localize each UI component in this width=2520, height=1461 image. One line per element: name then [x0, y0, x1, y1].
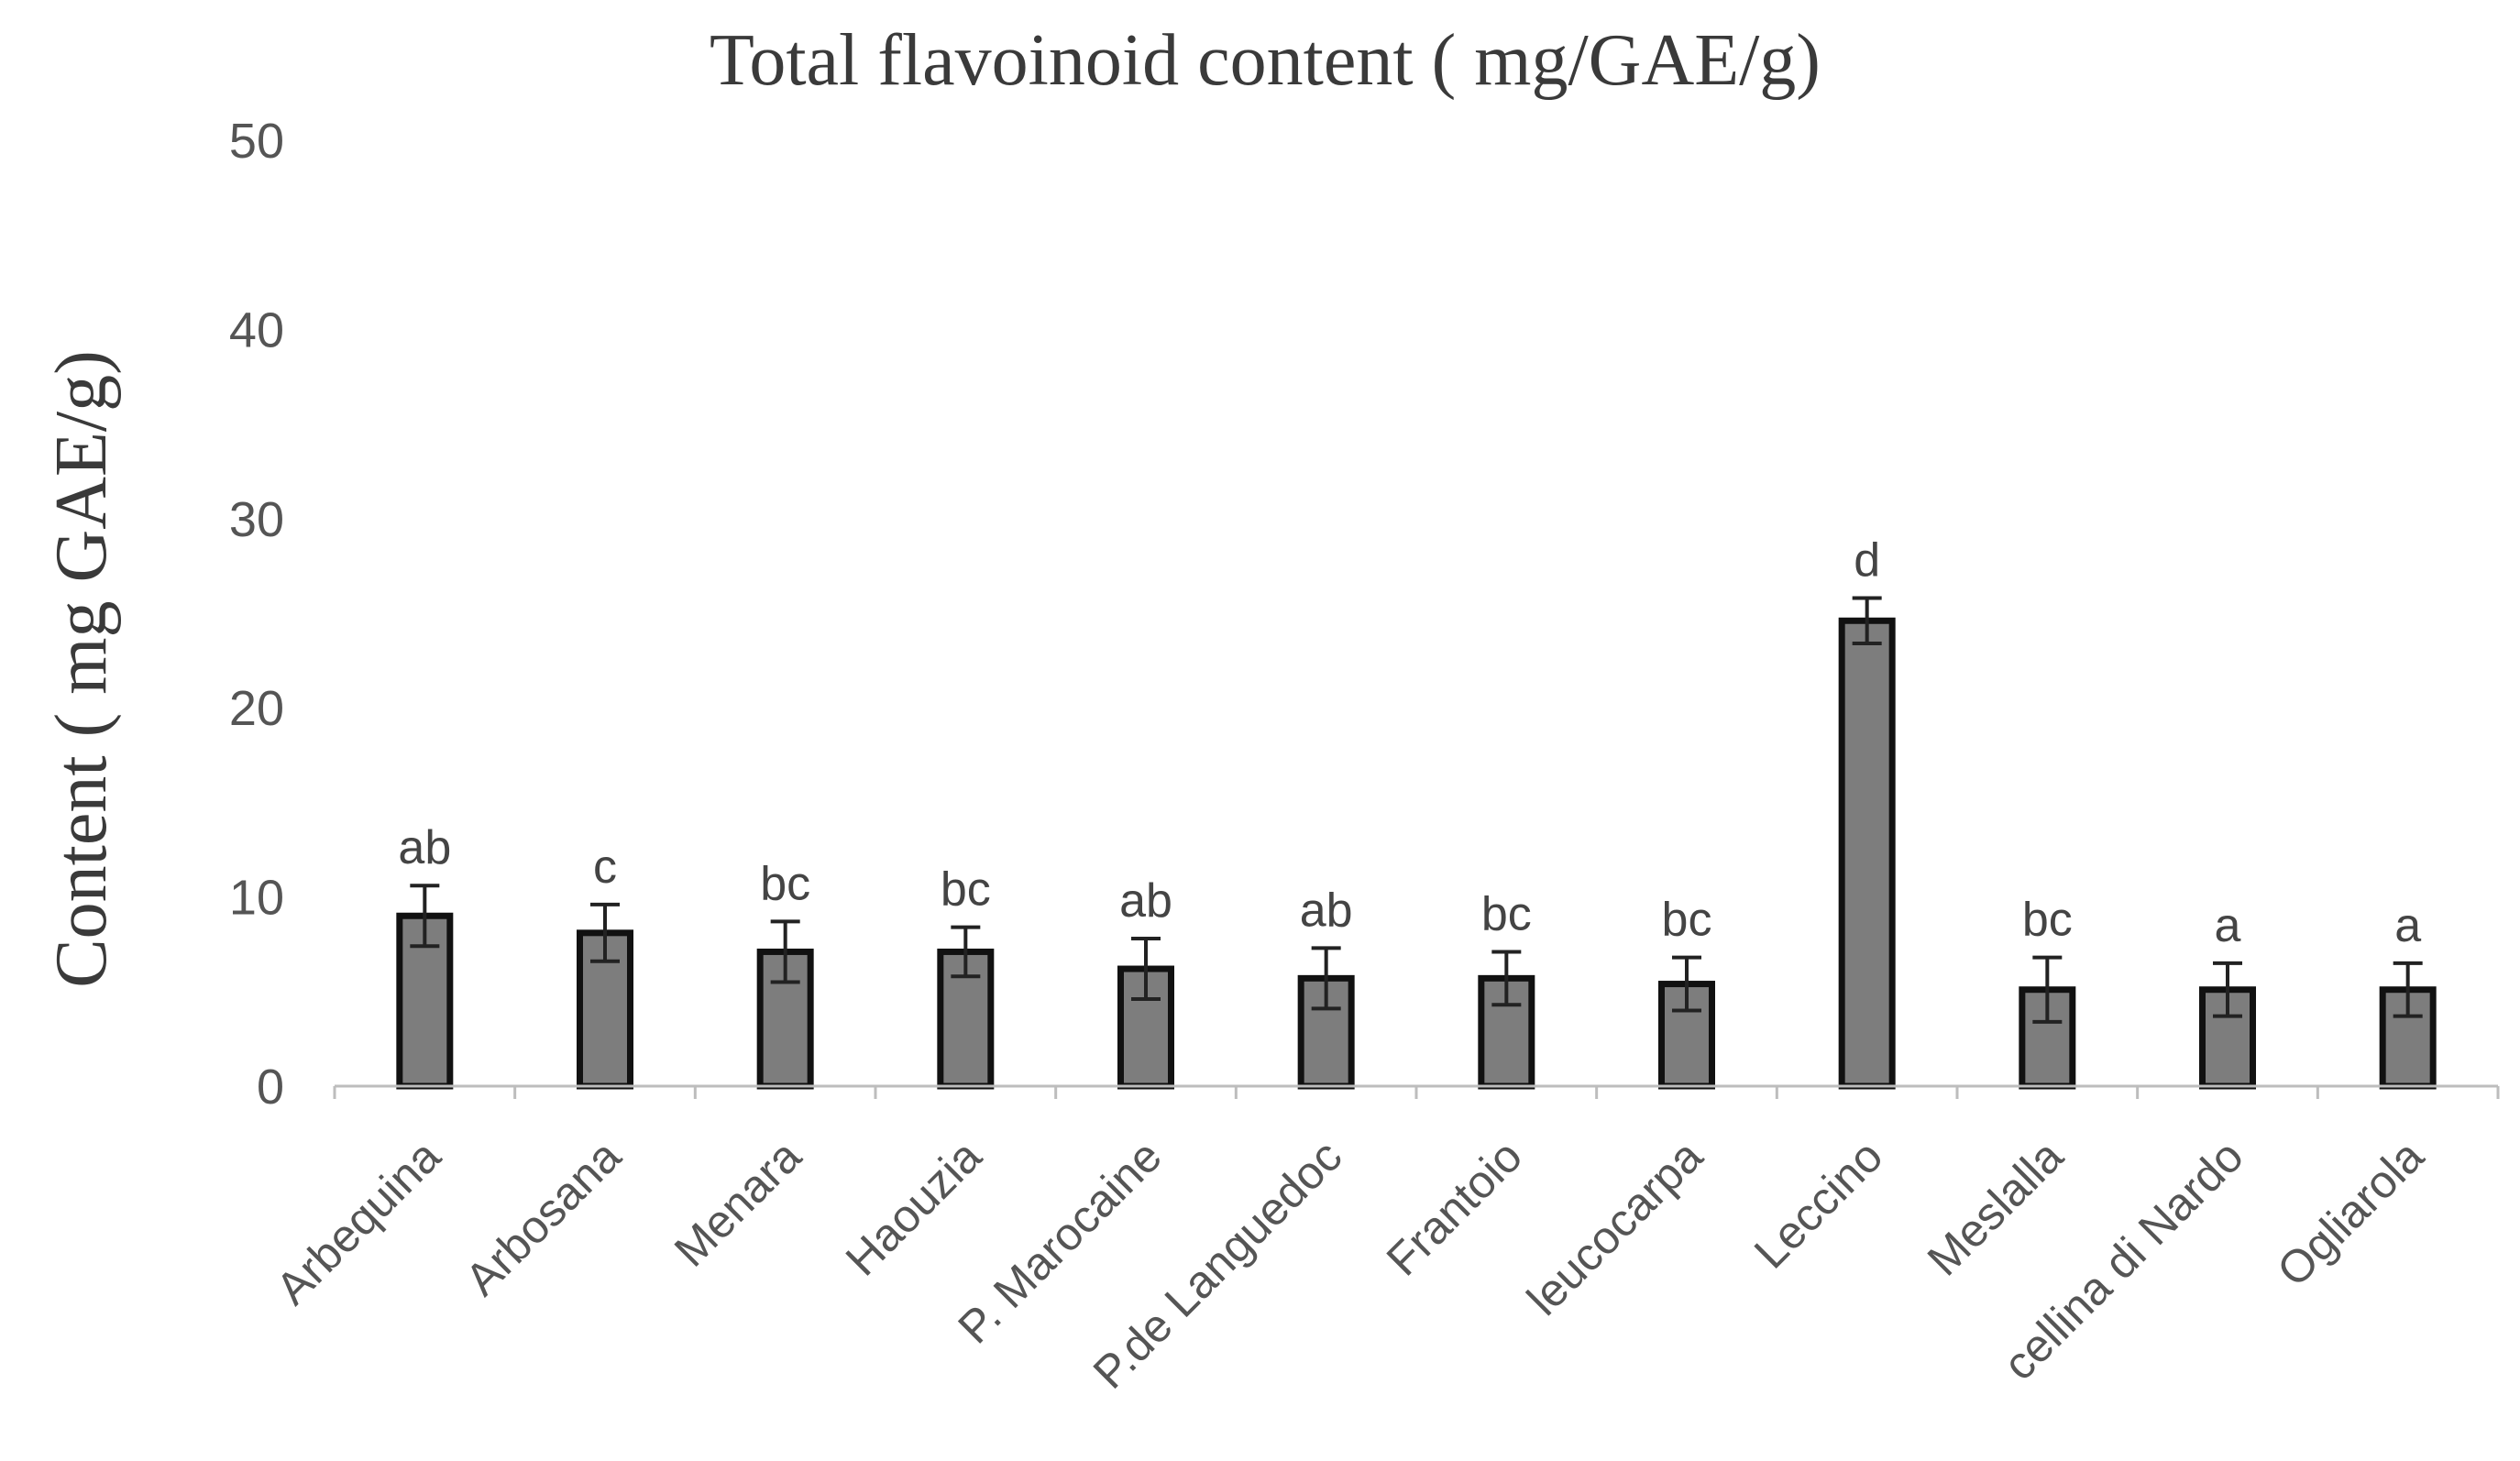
- y-axis-ticks: 0 10 20 30 40 50: [229, 114, 284, 1115]
- x-tick-label: Ogliarola: [2267, 1130, 2433, 1296]
- x-tick-label: Arbequina: [266, 1130, 450, 1314]
- error-bar: [2213, 961, 2242, 1018]
- y-tick-label: 40: [229, 302, 284, 357]
- y-tick-label: 10: [229, 871, 284, 926]
- error-bar: [1672, 955, 1701, 1013]
- x-tick-label: Menara: [665, 1130, 811, 1277]
- chart-title: Total flavoinoid content ( mg/GAE/g): [710, 20, 1821, 101]
- data-label: ab: [1300, 884, 1353, 937]
- x-tick-label: Meslalla: [1918, 1130, 2073, 1285]
- error-bar: [2032, 955, 2063, 1024]
- error-bar: [2393, 961, 2423, 1018]
- data-label: c: [593, 840, 617, 894]
- data-labels: ab c bc bc ab ab bc bc d bc a a: [398, 533, 2421, 951]
- y-tick-label: 30: [229, 492, 284, 547]
- bars: [396, 617, 2437, 1090]
- error-bars: [410, 596, 2423, 1024]
- data-label: bc: [941, 863, 991, 917]
- x-tick-label: Leccino: [1744, 1130, 1892, 1278]
- error-bar: [1131, 937, 1161, 1002]
- data-label: a: [2394, 899, 2421, 952]
- data-label: a: [2215, 899, 2241, 952]
- x-tick-label: leucocarpa: [1517, 1130, 1712, 1325]
- data-label: d: [1854, 533, 1880, 587]
- data-label: bc: [2022, 894, 2073, 947]
- x-tick-label: Haouzia: [836, 1130, 991, 1285]
- error-bar: [1852, 596, 1882, 646]
- error-bar: [770, 919, 800, 984]
- y-axis-label: Content ( mg GAE/g): [41, 350, 122, 987]
- x-tick-label: Arbosana: [456, 1130, 631, 1305]
- bar-haouzia: [937, 948, 995, 1090]
- x-axis: [333, 1084, 2500, 1099]
- y-tick-label: 50: [229, 114, 284, 169]
- x-tick-label: Frantoio: [1377, 1130, 1532, 1285]
- y-tick-label: 0: [257, 1060, 284, 1115]
- error-bar: [410, 884, 440, 949]
- y-tick-label: 20: [229, 681, 284, 736]
- data-label: ab: [398, 821, 451, 874]
- error-bar: [951, 925, 981, 979]
- error-bar: [1311, 946, 1341, 1011]
- data-label: ab: [1119, 874, 1172, 928]
- data-label: bc: [1662, 894, 1712, 947]
- data-label: bc: [760, 857, 810, 910]
- error-bar: [590, 902, 620, 963]
- bar-leccino: [1838, 617, 1896, 1090]
- error-bar: [1491, 950, 1522, 1007]
- data-label: bc: [1481, 887, 1532, 940]
